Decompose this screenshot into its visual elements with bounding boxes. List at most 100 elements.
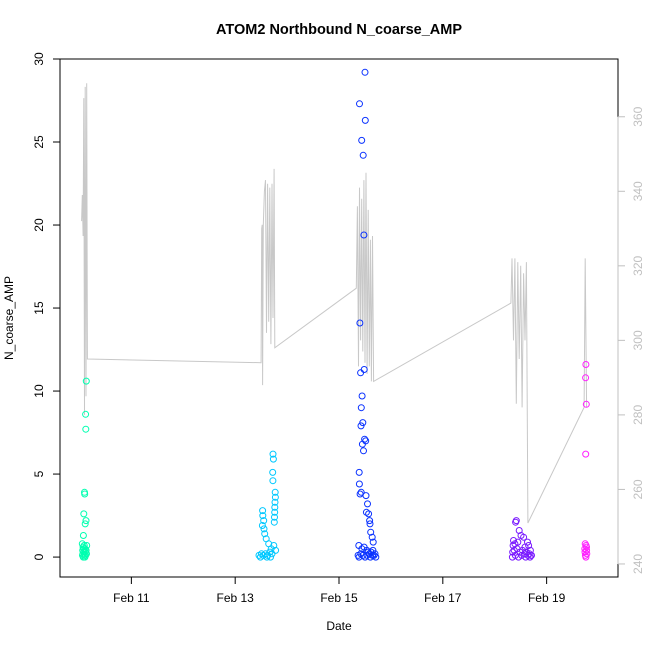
data-point (528, 551, 535, 559)
data-point (359, 551, 367, 559)
data-point (512, 518, 520, 526)
data-point (358, 440, 366, 448)
data-point (357, 488, 365, 496)
data-point (81, 520, 89, 528)
data-point (82, 377, 90, 385)
data-point (357, 422, 365, 430)
data-point (261, 530, 269, 538)
data-point (259, 512, 267, 520)
data-point (519, 546, 526, 554)
point-series-5 (581, 361, 591, 561)
data-point (358, 392, 366, 400)
data-point (361, 553, 369, 561)
data-point (80, 545, 88, 553)
data-point (270, 542, 278, 549)
data-point (82, 517, 90, 525)
data-point (82, 551, 90, 559)
data-point (357, 369, 365, 377)
y-right-tick-label: 340 (631, 181, 645, 201)
data-point (583, 546, 591, 554)
data-point (260, 517, 268, 525)
data-point (582, 450, 590, 458)
data-point (366, 520, 374, 528)
point-series-layer (78, 68, 591, 561)
data-point (515, 553, 522, 561)
data-point (510, 537, 517, 544)
data-point (366, 517, 374, 525)
data-point (355, 480, 363, 488)
data-point (526, 553, 534, 561)
data-point (81, 490, 89, 498)
data-point (514, 538, 522, 546)
right-axis-series-layer (81, 83, 588, 524)
y-axis-label: N_coarse_AMP (2, 276, 16, 360)
data-point (365, 510, 373, 518)
data-point (371, 550, 379, 558)
data-point (82, 425, 90, 433)
data-point (581, 548, 589, 556)
data-point (361, 116, 369, 124)
data-point (361, 68, 369, 76)
y-left-tick-label: 25 (32, 135, 46, 149)
data-point (366, 553, 374, 561)
data-point (269, 455, 277, 463)
data-point (267, 553, 274, 561)
x-tick-label: Feb 17 (424, 591, 462, 605)
data-point (582, 553, 590, 561)
y-right-tick-label: 240 (631, 554, 645, 574)
data-point (358, 545, 366, 553)
data-point (260, 525, 268, 533)
data-point (582, 400, 590, 408)
data-point (360, 447, 367, 455)
data-point (524, 551, 532, 559)
data-point (272, 546, 280, 554)
point-series-4 (508, 517, 535, 561)
data-point (359, 419, 367, 427)
data-point (362, 508, 370, 516)
y-right-tick-label: 360 (631, 106, 645, 126)
data-point (271, 488, 279, 496)
right-axis-line-series (81, 83, 588, 524)
data-point (583, 543, 590, 551)
data-point (363, 551, 371, 559)
axes-layer: Feb 11 Feb 13 Feb 15 Feb 17 Feb 19 0 5 10 15 20 25… (32, 52, 645, 605)
data-point (369, 546, 377, 554)
point-series-2 (255, 450, 280, 561)
point-series-3 (354, 68, 380, 561)
y-left-tick-label: 20 (32, 218, 46, 232)
y-left-tick-label: 15 (32, 301, 46, 315)
data-point (357, 404, 365, 412)
data-point (271, 498, 279, 506)
x-tick-label: Feb 19 (528, 591, 566, 605)
point-series-1 (78, 377, 91, 561)
data-point (269, 450, 277, 458)
data-point (359, 151, 367, 159)
data-point (358, 136, 366, 144)
chart-title: ATOM2 Northbound N_coarse_AMP (216, 22, 462, 38)
data-point (364, 500, 371, 508)
y-right-tick-label: 320 (631, 255, 645, 275)
data-point (271, 508, 279, 516)
y-right-tick-label: 280 (631, 405, 645, 425)
data-point (582, 361, 590, 368)
data-point (271, 503, 279, 511)
y-left-tick-label: 0 (32, 553, 46, 560)
data-point (80, 510, 88, 518)
data-point (360, 231, 368, 239)
data-point (368, 533, 376, 541)
data-point (271, 513, 278, 521)
data-point (269, 477, 277, 485)
data-point (79, 532, 87, 539)
data-point (582, 374, 590, 382)
data-point (356, 319, 364, 327)
data-point (367, 528, 375, 536)
y-right-tick-label: 260 (631, 479, 645, 499)
data-point (372, 553, 380, 561)
x-tick-label: Feb 11 (113, 591, 150, 605)
data-point (269, 468, 277, 476)
y-left-tick-label: 10 (32, 384, 46, 398)
data-point (525, 542, 533, 549)
x-tick-label: Feb 15 (320, 591, 358, 605)
